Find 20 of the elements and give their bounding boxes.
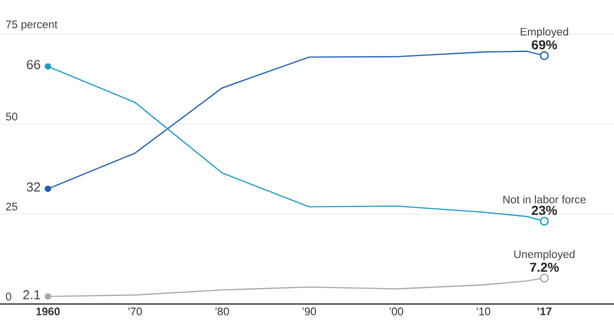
x-tick-label: ’80 bbox=[215, 308, 229, 316]
series-label: Not in labor force bbox=[503, 195, 586, 204]
x-tick-label: 1960 bbox=[36, 308, 60, 316]
data-label: 23% bbox=[532, 206, 557, 215]
y-tick-label: 75 percent bbox=[6, 20, 58, 30]
x-tick-label: ’70 bbox=[128, 308, 142, 316]
x-tick-label: ’00 bbox=[390, 308, 404, 316]
data-label: 66 bbox=[26, 60, 40, 70]
data-label: 69% bbox=[532, 40, 557, 50]
y-tick-label: 25 bbox=[6, 202, 18, 210]
data-label: 2.1 bbox=[23, 290, 40, 300]
x-tick-label: ’10 bbox=[476, 308, 490, 316]
data-label: 32 bbox=[26, 182, 40, 192]
y-tick-label: 50 bbox=[6, 112, 18, 120]
x-tick-label: ’90 bbox=[302, 308, 316, 316]
data-label: 7.2% bbox=[530, 262, 559, 272]
series-label: Employed bbox=[520, 28, 568, 38]
y-tick-label: 0 bbox=[6, 292, 12, 300]
series-label: Unemployed bbox=[514, 250, 574, 260]
x-tick-label: ’17 bbox=[537, 308, 552, 316]
